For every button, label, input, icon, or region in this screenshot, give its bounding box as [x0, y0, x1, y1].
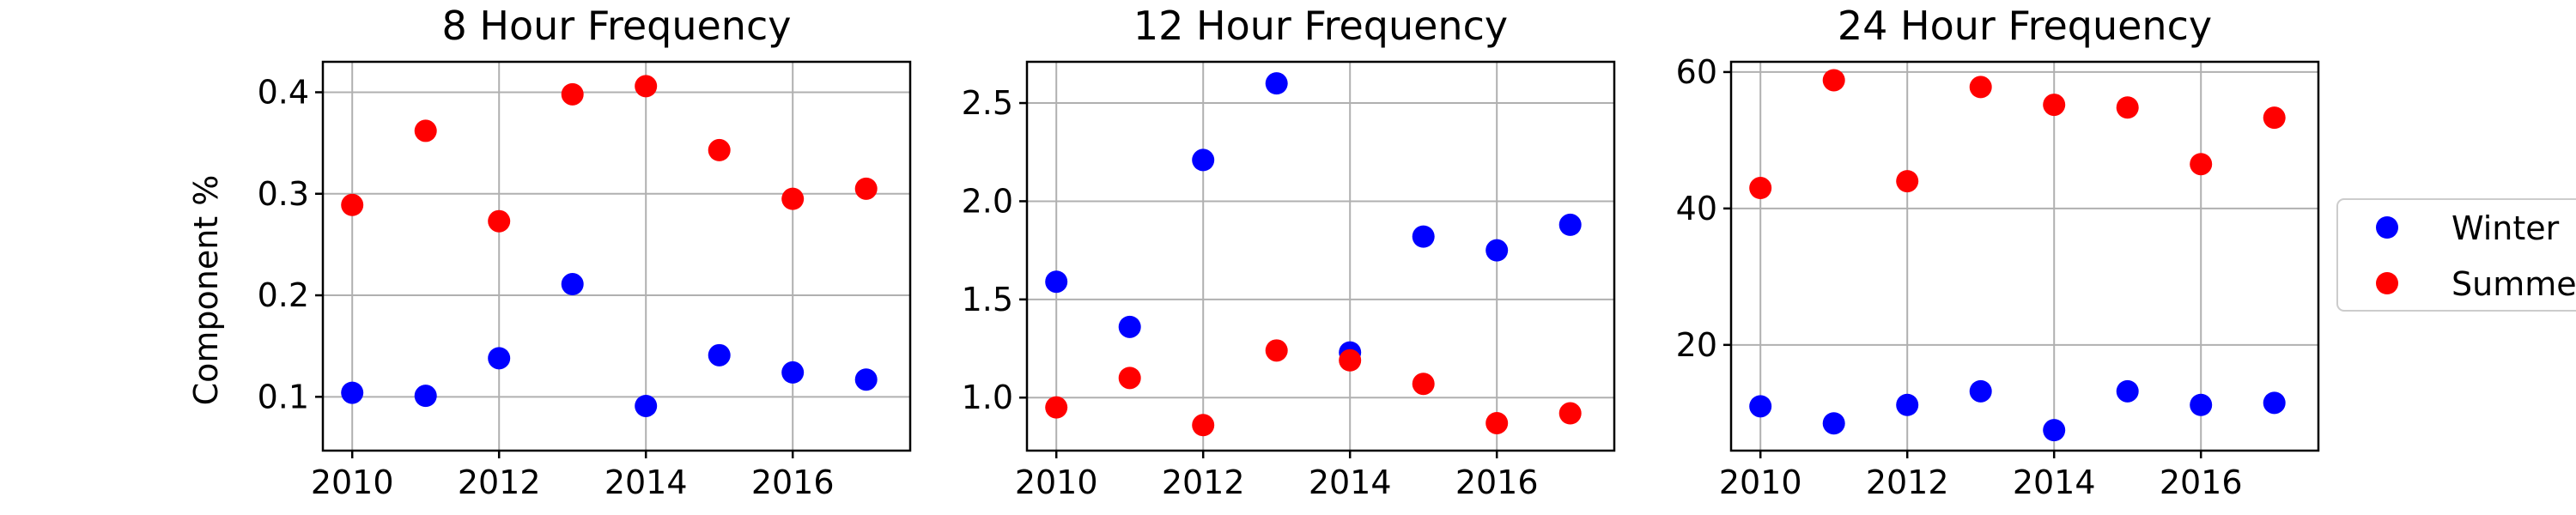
y-axis-label: Component %	[187, 175, 225, 406]
data-point-summer	[1896, 170, 1919, 193]
data-point-summer	[1118, 367, 1141, 390]
plot-area-frame	[1729, 60, 2320, 452]
data-point-winter	[854, 368, 878, 391]
y-tick-label: 1.5	[962, 281, 1013, 318]
data-point-summer	[854, 177, 878, 200]
data-point-winter	[414, 385, 437, 408]
legend-label-summer: Summer	[2451, 265, 2576, 303]
data-point-summer	[2116, 96, 2139, 119]
data-point-winter	[1118, 315, 1141, 338]
data-point-winter	[1896, 393, 1919, 416]
data-point-winter	[1045, 270, 1068, 294]
y-tick-label: 20	[1676, 326, 1717, 364]
data-point-summer	[1558, 402, 1582, 425]
x-tick-label: 2014	[2013, 464, 2096, 501]
data-point-summer	[1265, 339, 1288, 362]
data-point-summer	[488, 209, 511, 233]
plot-area-frame	[321, 60, 912, 452]
legend: Winter Summer	[2336, 198, 2576, 312]
data-point-summer	[1045, 396, 1068, 419]
data-point-winter	[1485, 239, 1509, 262]
x-tick-label: 2016	[2160, 464, 2243, 501]
legend-marker-summer	[2376, 272, 2398, 294]
y-tick-label: 0.2	[258, 276, 309, 314]
x-tick-label: 2010	[1015, 464, 1098, 501]
data-point-winter	[1822, 412, 1845, 435]
data-point-winter	[341, 381, 364, 404]
subplot-title: 24 Hour Frequency	[1838, 3, 2212, 49]
data-point-winter	[781, 360, 805, 384]
data-point-summer	[1485, 411, 1509, 434]
data-point-winter	[1969, 379, 1992, 403]
subplot-title: 12 Hour Frequency	[1133, 3, 1508, 49]
x-tick-label: 2014	[1309, 464, 1392, 501]
subplot-2: 2010 2012 2014 2016 1.0 1.5 2.0 2.5 12 Hour Freq…	[962, 3, 1616, 501]
y-tick-label: 1.0	[962, 379, 1013, 416]
subplots: 2010 2012 2014 2016 0.1 0.2 0.3 0.4 8 Hour Frequ…	[258, 3, 2320, 501]
data-point-winter	[1749, 395, 1772, 418]
x-tick-label: 2014	[605, 464, 688, 501]
data-point-summer	[414, 119, 437, 142]
data-point-winter	[1558, 213, 1582, 236]
data-point-winter	[708, 343, 731, 367]
data-point-summer	[2190, 153, 2213, 176]
y-tick-label: 2.0	[962, 182, 1013, 220]
subplot-3: 2010 2012 2014 2016 20 40 60 24 Hour Frequency	[1676, 3, 2320, 501]
y-tick-label: 60	[1676, 53, 1717, 91]
y-tick-label: 40	[1676, 190, 1717, 227]
data-point-winter	[1192, 148, 1215, 172]
subplot-1: 2010 2012 2014 2016 0.1 0.2 0.3 0.4 8 Hour Frequ…	[258, 3, 912, 501]
subplot-title: 8 Hour Frequency	[442, 3, 792, 49]
legend-marker-winter	[2376, 216, 2398, 239]
data-point-summer	[1412, 373, 1435, 396]
y-tick-label: 2.5	[962, 84, 1013, 122]
data-point-summer	[1192, 414, 1215, 437]
x-tick-label: 2016	[751, 464, 835, 501]
data-point-winter	[2043, 419, 2066, 442]
y-tick-label: 0.3	[258, 175, 309, 213]
data-point-winter	[2116, 379, 2139, 403]
data-point-summer	[635, 75, 658, 98]
data-point-summer	[708, 138, 731, 161]
x-tick-label: 2012	[458, 464, 541, 501]
data-point-summer	[781, 187, 805, 210]
data-point-winter	[488, 347, 511, 370]
plot-area-frame	[1025, 60, 1616, 452]
x-tick-label: 2012	[1162, 464, 1245, 501]
data-point-winter	[2263, 391, 2286, 415]
legend-label-winter: Winter	[2451, 209, 2560, 247]
data-point-winter	[2190, 393, 2213, 416]
data-point-summer	[1339, 348, 1362, 372]
data-point-summer	[561, 82, 584, 106]
x-tick-label: 2016	[1455, 464, 1539, 501]
y-tick-label: 0.1	[258, 378, 309, 415]
data-point-winter	[561, 273, 584, 296]
x-tick-label: 2010	[1719, 464, 1802, 501]
data-point-summer	[2043, 94, 2066, 117]
data-point-winter	[635, 394, 658, 417]
data-point-summer	[1969, 76, 1992, 99]
data-point-summer	[341, 193, 364, 216]
x-tick-label: 2010	[311, 464, 394, 501]
x-tick-label: 2012	[1866, 464, 1949, 501]
data-point-winter	[1265, 72, 1288, 95]
data-point-winter	[1412, 225, 1435, 248]
data-point-summer	[2263, 106, 2286, 130]
data-point-summer	[1749, 177, 1772, 200]
data-point-summer	[1822, 69, 1845, 92]
y-tick-label: 0.4	[258, 73, 309, 111]
